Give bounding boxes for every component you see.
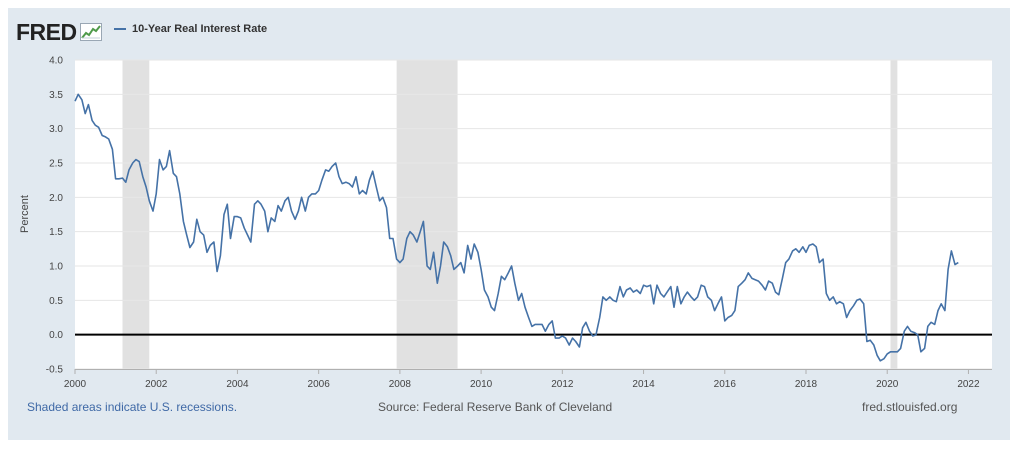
fred-wordmark: FRED xyxy=(16,18,77,45)
y-tick-label: 4.0 xyxy=(49,56,63,67)
legend: 10-Year Real Interest Rate xyxy=(114,23,267,35)
fred-chart-icon xyxy=(79,23,102,41)
y-tick-label: 1.5 xyxy=(49,227,63,238)
fred-logo[interactable]: FRED xyxy=(16,19,102,45)
x-tick-label: 2006 xyxy=(308,379,331,390)
recession-band-3 xyxy=(890,60,898,369)
source-note: Source: Federal Reserve Bank of Clevelan… xyxy=(378,400,613,414)
y-tick-label: 0.5 xyxy=(49,296,63,307)
x-tick-label: 2020 xyxy=(876,379,899,390)
y-axis-label: Percent xyxy=(19,195,31,233)
x-tick-label: 2016 xyxy=(714,379,737,390)
x-axis: 2000 2002 2004 2006 2008 2010 2012 2014 2016 2018… xyxy=(64,369,992,390)
x-tick-label: 2018 xyxy=(795,379,818,390)
recession-note[interactable]: Shaded areas indicate U.S. recessions. xyxy=(27,400,238,414)
y-tick-label: 3.5 xyxy=(49,90,63,101)
x-tick-label: 2000 xyxy=(64,379,87,390)
x-tick-label: 2014 xyxy=(632,379,655,390)
legend-swatch xyxy=(114,28,126,30)
plot-area xyxy=(75,60,992,369)
x-tick-label: 2012 xyxy=(551,379,574,390)
x-tick-label: 2002 xyxy=(145,379,168,390)
x-tick-label: 2022 xyxy=(957,379,980,390)
y-tick-label: -0.5 xyxy=(46,365,64,376)
recession-band-2 xyxy=(396,60,458,369)
y-tick-label: 3.0 xyxy=(49,124,63,135)
site-link[interactable]: fred.stlouisfed.org xyxy=(862,400,958,414)
x-tick-label: 2008 xyxy=(389,379,412,390)
series-line-real-interest-rate[interactable] xyxy=(74,93,959,362)
y-tick-label: 1.0 xyxy=(49,262,63,273)
recession-shading xyxy=(122,60,898,369)
y-tick-label: 2.5 xyxy=(49,159,63,170)
recession-band-1 xyxy=(122,60,150,369)
y-tick-label: 2.0 xyxy=(49,193,63,204)
x-tick-label: 2004 xyxy=(226,379,249,390)
y-axis: -0.5 0.0 0.5 1.0 1.5 2.0 2.5 3.0 3.5 4.0 xyxy=(46,56,64,376)
x-tick-label: 2010 xyxy=(470,379,493,390)
legend-label: 10-Year Real Interest Rate xyxy=(132,23,268,35)
y-tick-label: 0.0 xyxy=(49,330,63,341)
